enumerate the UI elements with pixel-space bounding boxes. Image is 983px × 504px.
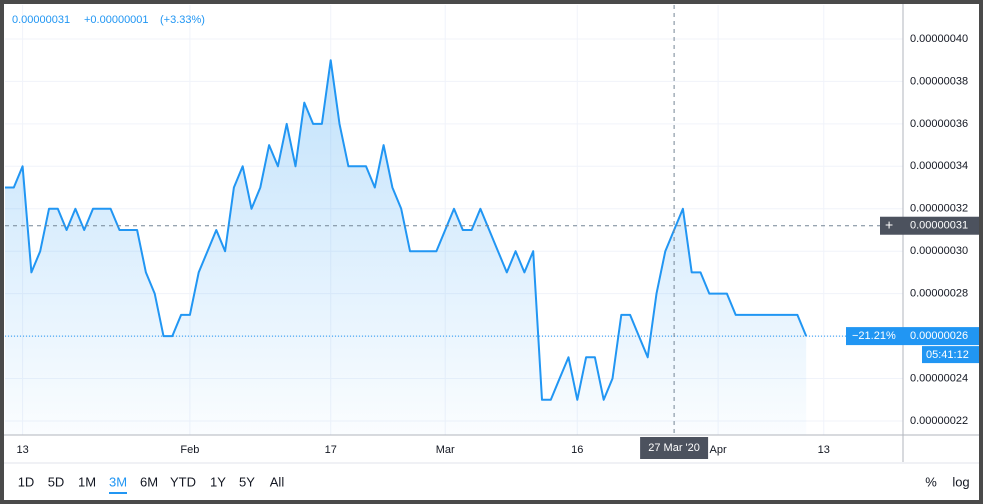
- x-tick-label: 13: [818, 444, 830, 456]
- axis-option[interactable]: %: [925, 474, 937, 489]
- range-button[interactable]: 5D: [48, 474, 65, 489]
- range-button[interactable]: All: [270, 474, 285, 489]
- y-tick-label: 0.00000024: [910, 372, 968, 384]
- crosshair-y-label: 0.00000031: [910, 220, 968, 232]
- last-price-label: 0.00000026: [910, 330, 968, 342]
- y-tick-label: 0.00000038: [910, 75, 968, 87]
- x-tick-label: 17: [325, 444, 337, 456]
- y-tick-label: 0.00000022: [910, 415, 968, 427]
- x-tick-label: Feb: [180, 444, 199, 456]
- y-tick-label: 0.00000034: [910, 160, 968, 172]
- countdown: 05:41:12: [926, 349, 969, 361]
- countdown-box: [922, 346, 979, 364]
- header-price: 0.00000031: [12, 14, 70, 26]
- range-button[interactable]: 1M: [78, 474, 96, 489]
- range-button[interactable]: 3M: [109, 474, 127, 489]
- y-tick-label: 0.00000032: [910, 203, 968, 215]
- crosshair-plus: +: [885, 216, 893, 232]
- last-price-box: [846, 327, 979, 346]
- header-change-pct: (+3.33%): [160, 14, 205, 26]
- range-button[interactable]: YTD: [170, 474, 196, 489]
- range-button[interactable]: 5Y: [239, 474, 255, 489]
- x-tick-label: Mar: [436, 444, 455, 456]
- x-tick-label: 16: [571, 444, 583, 456]
- crosshair-x-box: [640, 437, 709, 459]
- y-tick-label: 0.00000030: [910, 245, 968, 257]
- y-tick-label: 0.00000040: [910, 33, 968, 45]
- range-button[interactable]: 6M: [140, 474, 158, 489]
- range-button[interactable]: 1Y: [210, 474, 226, 489]
- y-tick-label: 0.00000028: [910, 288, 968, 300]
- range-button[interactable]: 1D: [18, 474, 35, 489]
- last-price-change: −21.21%: [852, 330, 896, 342]
- x-tick-label: 13: [16, 444, 28, 456]
- price-line: [5, 59, 808, 401]
- y-tick-label: 0.00000036: [910, 118, 968, 130]
- crosshair-x-label: 27 Mar '20: [648, 442, 700, 454]
- crosshair-y-box: [880, 216, 979, 235]
- header-change: +0.00000001: [84, 14, 149, 26]
- x-tick-label: Apr: [710, 444, 727, 456]
- axis-option[interactable]: log: [952, 474, 969, 489]
- area-fill: [5, 60, 807, 435]
